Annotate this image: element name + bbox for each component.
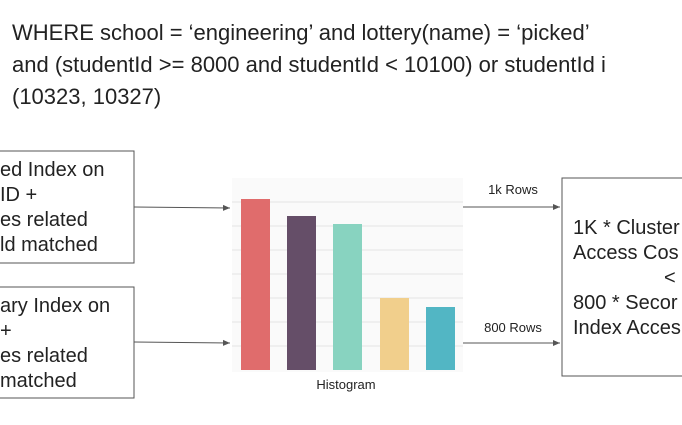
box-text: ed Index on: [0, 159, 105, 181]
histogram: Histogram: [232, 178, 463, 392]
bar: [241, 199, 270, 370]
arrow-label: 1k Rows: [488, 182, 538, 197]
query-line: (10323, 10327): [12, 84, 161, 109]
box-text: ID +: [0, 184, 37, 206]
bar: [426, 307, 455, 370]
query-line: and (studentId >= 8000 and studentId < 1…: [12, 52, 606, 77]
box-text: Index Acces: [573, 317, 681, 339]
box-text: +: [0, 320, 12, 342]
box-text: matched: [0, 370, 77, 392]
box-text: 800 * Secor: [573, 292, 678, 314]
bar: [287, 216, 316, 370]
box-text: es related: [0, 345, 88, 367]
box-text: <: [664, 267, 676, 289]
arrow-label: 800 Rows: [484, 320, 542, 335]
box-text: 1K * Cluster: [573, 217, 680, 239]
arrow: [133, 204, 231, 211]
box-text: ary Index on: [0, 295, 110, 317]
bar: [333, 224, 362, 370]
arrow: [133, 339, 231, 346]
box-text: es related: [0, 209, 88, 231]
box-text: ld matched: [0, 234, 98, 256]
histogram-label: Histogram: [316, 377, 375, 392]
bar: [380, 298, 409, 370]
box-text: Access Cos: [573, 242, 679, 264]
box: [561, 177, 682, 377]
query-line: WHERE school = ‘engineering’ and lottery…: [12, 20, 590, 45]
